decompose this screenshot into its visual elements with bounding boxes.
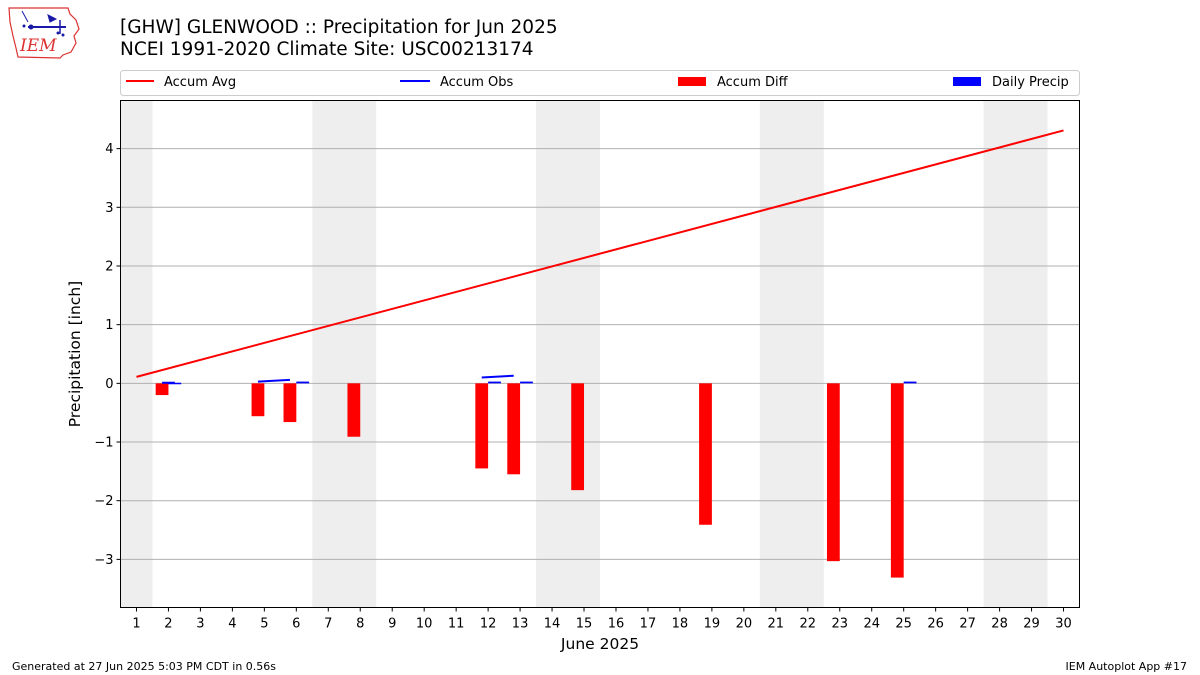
accum-diff-bar — [507, 383, 521, 475]
weekend-shade — [983, 100, 1048, 608]
legend-label-accum-obs: Accum Obs — [440, 75, 513, 90]
y-axis-label: Precipitation [inch] — [66, 281, 84, 427]
x-tick-label: 17 — [640, 617, 657, 632]
x-tick-label: 30 — [1055, 617, 1072, 632]
x-tick-label: 3 — [196, 617, 204, 632]
legend-label-accum-diff: Accum Diff — [717, 75, 789, 90]
weather-station-icon — [21, 10, 66, 37]
weekend-shade — [759, 100, 824, 608]
x-tick-label: 18 — [672, 617, 689, 632]
y-tick-label: 3 — [105, 201, 113, 216]
x-tick-label: 14 — [544, 617, 561, 632]
plot-frame — [120, 100, 1080, 608]
y-tick-label: 0 — [105, 377, 113, 392]
x-tick-label: 10 — [416, 617, 433, 632]
accum-diff-bar — [571, 383, 585, 491]
accum-obs-line — [257, 378, 290, 383]
x-tick-label: 8 — [356, 617, 364, 632]
iowa-outline-icon — [8, 7, 80, 59]
y-tick-label: −2 — [94, 494, 113, 509]
app-note: IEM Autoplot App #17 — [1065, 660, 1188, 673]
legend-swatch-accum-diff — [678, 77, 706, 86]
legend-label-accum-avg: Accum Avg — [164, 75, 236, 90]
generated-note: Generated at 27 Jun 2025 5:03 PM CDT in … — [12, 660, 277, 673]
x-tick-label: 27 — [959, 617, 976, 632]
daily-precip-bar — [903, 381, 917, 384]
chart-subtitle: NCEI 1991-2020 Climate Site: USC00213174 — [120, 39, 534, 60]
x-tick-label: 2 — [164, 617, 172, 632]
legend-label-daily-precip: Daily Precip — [992, 75, 1069, 90]
daily-precip-bar — [520, 381, 533, 384]
x-axis-label: June 2025 — [560, 635, 639, 653]
x-tick-label: 16 — [608, 617, 625, 632]
x-tick-label: 24 — [863, 617, 880, 632]
daily-precip-bar — [296, 381, 310, 384]
x-tick-label: 28 — [991, 617, 1008, 632]
accum-diff-bar — [155, 383, 169, 396]
x-tick-label: 1 — [132, 617, 140, 632]
chart-title: [GHW] GLENWOOD :: Precipitation for Jun … — [120, 17, 558, 38]
x-tick-label: 19 — [704, 617, 721, 632]
y-tick-label: 1 — [105, 318, 113, 333]
x-tick-label: 21 — [768, 617, 785, 632]
weekend-shade — [120, 100, 153, 608]
accum-diff-bar — [475, 383, 489, 469]
logo-text: IEM — [19, 36, 57, 56]
x-tick-label: 4 — [228, 617, 236, 632]
x-tick-label: 5 — [260, 617, 268, 632]
iem-logo: IEM — [8, 7, 80, 59]
y-tick-label: −3 — [94, 553, 113, 568]
accum-diff-bar — [826, 383, 840, 562]
x-tick-label: 13 — [512, 617, 529, 632]
x-tick-label: 9 — [388, 617, 396, 632]
x-tick-label: 7 — [324, 617, 332, 632]
y-tick-label: 2 — [105, 259, 113, 274]
accum-obs-line — [481, 374, 514, 379]
x-tick-label: 22 — [800, 617, 817, 632]
x-tick-label: 23 — [831, 617, 848, 632]
legend-swatch-daily-precip — [953, 77, 981, 86]
accum-diff-bar — [283, 383, 297, 423]
accum-diff-bar — [251, 383, 265, 417]
daily-precip-bar — [488, 381, 501, 384]
accum-diff-bar — [347, 383, 361, 437]
x-tick-label: 15 — [576, 617, 593, 632]
accum-diff-bar — [699, 383, 712, 525]
x-tick-label: 26 — [927, 617, 944, 632]
legend: Accum Avg Accum Obs Accum Diff Daily Pre… — [120, 70, 1080, 96]
accum-avg-line — [136, 129, 1064, 378]
x-tick-label: 29 — [1023, 617, 1040, 632]
y-tick-label: −1 — [94, 436, 113, 451]
accum-diff-bar — [890, 383, 904, 578]
x-tick-label: 6 — [292, 617, 300, 632]
x-tick-label: 11 — [448, 617, 465, 632]
weekend-shade — [312, 100, 377, 608]
weekend-shade — [536, 100, 600, 608]
x-tick-label: 25 — [895, 617, 912, 632]
y-tick-label: 4 — [105, 142, 113, 157]
x-tick-label: 12 — [480, 617, 497, 632]
legend-frame — [120, 70, 1080, 96]
x-tick-label: 20 — [736, 617, 753, 632]
